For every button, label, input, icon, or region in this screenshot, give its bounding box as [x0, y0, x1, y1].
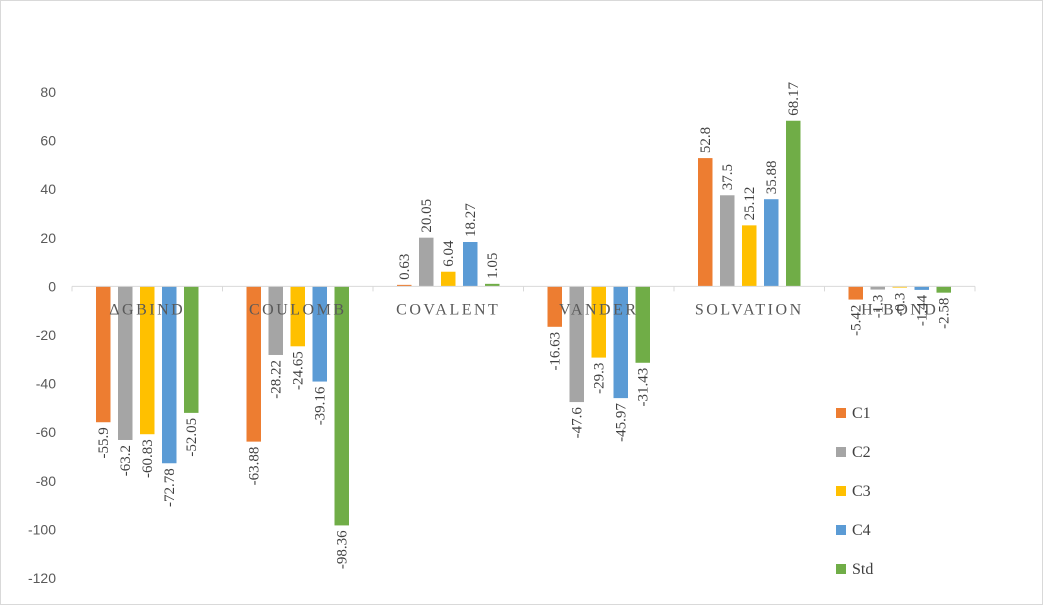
category-label: H-BOND: [861, 301, 938, 318]
data-label: -1.3: [871, 295, 887, 319]
legend-swatch: [836, 486, 846, 496]
bar-std-5: [936, 286, 951, 293]
bar-c1-4: [698, 158, 713, 287]
legend-label: C1: [852, 405, 871, 422]
legend-swatch: [836, 447, 846, 457]
data-label: -72.78: [162, 468, 178, 507]
bar-std-3: [635, 286, 650, 363]
legend-item-c2: C2: [836, 444, 871, 461]
data-labels: -55.9 -63.2 -60.83 -72.78 -52.05 -63.88 -28.22…: [96, 81, 953, 569]
data-label: -63.88: [247, 447, 263, 486]
y-tick-label: -120: [28, 570, 56, 586]
legend-label: C3: [852, 483, 871, 500]
bar-c3-4: [742, 225, 757, 287]
data-label: -98.36: [335, 530, 351, 569]
bar-std-1: [334, 286, 349, 526]
y-tick-label: -100: [28, 521, 56, 537]
bar-c1-5: [848, 286, 863, 300]
bar-c4-2: [463, 242, 478, 287]
y-tick-label: 40: [40, 181, 56, 197]
zero-axis: [71, 285, 976, 292]
data-label: 1.05: [485, 253, 501, 279]
category-label: COULOMB: [249, 301, 347, 318]
legend: C1 C2 C3 C4 Std: [836, 405, 873, 578]
data-label: -24.65: [291, 351, 307, 390]
legend-label: C2: [852, 444, 871, 461]
bar-c4-4: [764, 199, 779, 287]
bar-c2-4: [720, 195, 735, 287]
data-label: -2.58: [937, 298, 953, 329]
data-label: 0.63: [397, 254, 413, 280]
y-tick-label: 0: [48, 278, 56, 294]
y-tick-label: -60: [36, 424, 56, 440]
bar-c3-1: [290, 286, 305, 347]
data-label: -31.43: [636, 368, 652, 407]
category-label: SOLVATION: [695, 301, 804, 318]
data-label: 68.17: [786, 81, 802, 115]
y-tick-label: 80: [40, 84, 56, 100]
legend-label: Std: [852, 561, 873, 578]
bar-c4-5: [914, 286, 929, 290]
data-label: 35.88: [764, 160, 780, 194]
bar-c4-0: [162, 286, 177, 464]
bar-c1-0: [96, 286, 111, 423]
bar-c4-3: [613, 286, 628, 399]
y-tick-label: -40: [36, 376, 56, 392]
legend-item-std: Std: [836, 561, 873, 578]
legend-swatch: [836, 408, 846, 418]
bar-c1-3: [547, 286, 562, 327]
bar-c2-2: [419, 237, 434, 287]
y-tick-label: 60: [40, 133, 56, 149]
legend-swatch: [836, 525, 846, 535]
bar-c2-3: [569, 286, 584, 403]
bar-c2-5: [870, 286, 885, 290]
bar-c3-3: [591, 286, 606, 358]
bar-marks: [96, 120, 951, 526]
bar-c3-0: [140, 286, 155, 435]
y-axis: 80 60 40 20 0 -20 -40 -60 -80 -100 -120: [28, 84, 56, 586]
data-label: 20.05: [419, 199, 435, 233]
data-label: -16.63: [548, 332, 564, 371]
bar-c4-1: [312, 286, 327, 382]
legend-label: C4: [852, 522, 871, 539]
bar-c2-0: [118, 286, 133, 440]
data-label: -28.22: [269, 360, 285, 399]
y-tick-label: 20: [40, 230, 56, 246]
bar-c2-1: [268, 286, 283, 355]
data-label: -47.6: [570, 407, 586, 439]
legend-item-c3: C3: [836, 483, 871, 500]
category-labels: ΔGBIND COULOMB COVALENT VANDER SOLVATION H-BO…: [109, 301, 938, 318]
bar-c3-5: [892, 286, 907, 288]
data-label: -60.83: [140, 439, 156, 478]
data-label: -52.05: [184, 418, 200, 457]
y-tick-label: -80: [36, 473, 56, 489]
bar-c1-1: [246, 286, 261, 442]
bar-std-2: [485, 283, 500, 287]
data-label: -39.16: [313, 386, 329, 425]
category-label: VANDER: [559, 301, 639, 318]
data-label: -5.42: [849, 305, 865, 336]
category-label: ΔGBIND: [109, 301, 185, 318]
bar-c3-2: [441, 271, 456, 287]
data-label: -0.3: [893, 293, 909, 317]
data-label: 18.27: [463, 203, 479, 237]
data-label: 52.8: [698, 127, 714, 153]
legend-swatch: [836, 564, 846, 574]
data-label: -29.3: [592, 363, 608, 394]
legend-item-c1: C1: [836, 405, 871, 422]
data-label: -45.97: [614, 403, 630, 442]
bar-std-4: [786, 120, 801, 287]
data-label: 6.04: [441, 240, 457, 267]
data-label: -63.2: [118, 445, 134, 476]
category-label: COVALENT: [396, 301, 500, 318]
data-label: 25.12: [742, 187, 758, 221]
data-label: -1.44: [915, 294, 931, 326]
y-tick-label: -20: [36, 327, 56, 343]
data-label: -55.9: [96, 427, 112, 458]
bar-c1-2: [397, 284, 412, 287]
data-label: 37.5: [720, 164, 736, 190]
legend-item-c4: C4: [836, 522, 871, 539]
bar-std-0: [184, 286, 199, 413]
